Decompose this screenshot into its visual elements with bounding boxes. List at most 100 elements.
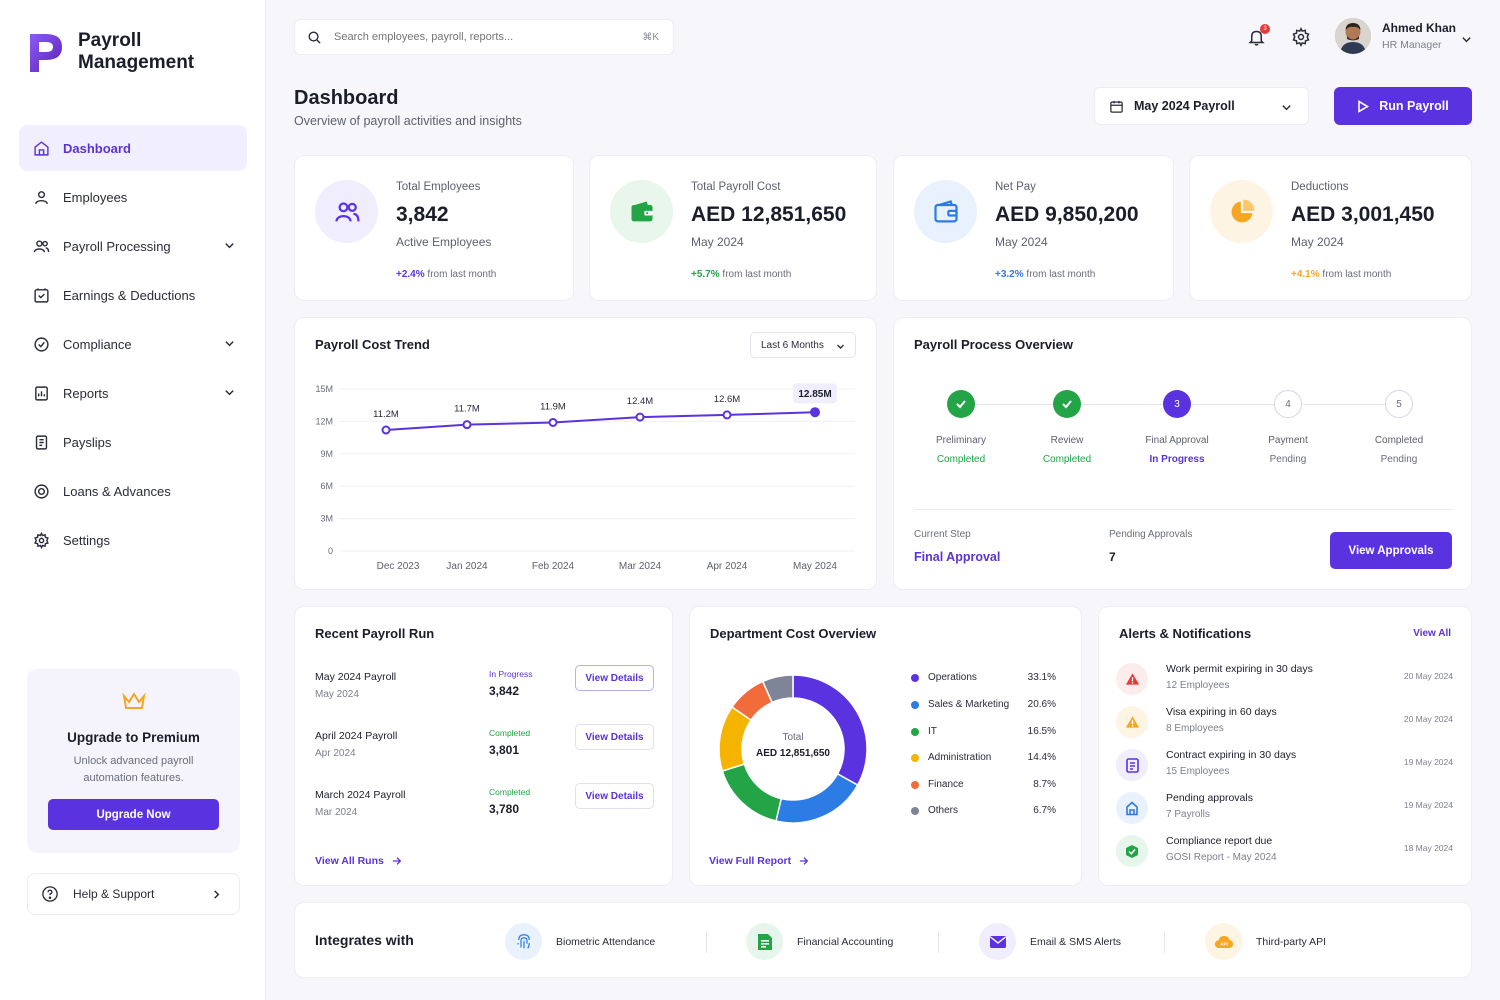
trend-range-select[interactable]: Last 6 Months <box>750 332 856 358</box>
logo-icon <box>30 34 62 72</box>
data-point <box>635 412 645 422</box>
sidebar-item-settings[interactable]: Settings <box>19 517 247 563</box>
sidebar-item-label: Employees <box>63 189 128 205</box>
run-name: April 2024 Payroll <box>315 730 398 742</box>
integrations-title: Integrates with <box>315 932 414 948</box>
help-label: Help & Support <box>73 887 155 901</box>
sidebar-item-loans-advances[interactable]: Loans & Advances <box>19 468 247 514</box>
view-all-runs-link[interactable]: View All Runs <box>315 855 402 867</box>
integration-biometric[interactable]: Biometric Attendance <box>505 923 655 960</box>
process-step-final-approval[interactable]: 3 Final Approval In Progress <box>1122 390 1232 465</box>
step-name: Final Approval <box>1145 435 1209 446</box>
view-approvals-button[interactable]: View Approvals <box>1330 532 1452 569</box>
kpi-net-pay[interactable]: Net Pay AED 9,850,200 May 2024 +3.2% fro… <box>893 155 1174 301</box>
donut-segment[interactable] <box>792 674 868 787</box>
settings-gear-icon[interactable] <box>1291 26 1311 52</box>
x-tick-label: May 2024 <box>793 561 837 572</box>
chevron-right-icon <box>211 889 222 903</box>
donut-segment[interactable] <box>721 763 783 822</box>
chevron-down-icon[interactable] <box>1461 32 1472 50</box>
alert-title: Visa expiring in 60 days <box>1166 706 1277 718</box>
integration-financial-accounting[interactable]: Financial Accounting <box>746 923 893 960</box>
run-date: May 2024 <box>315 689 359 700</box>
alert-item[interactable]: Compliance report due GOSI Report - May … <box>1116 835 1453 869</box>
kpi-total-employees[interactable]: Total Employees 3,842 Active Employees +… <box>294 155 574 301</box>
sidebar-item-earnings-deductions[interactable]: Earnings & Deductions <box>19 272 247 318</box>
warning-icon <box>1116 663 1148 695</box>
alert-item[interactable]: Work permit expiring in 30 days 12 Emplo… <box>1116 663 1453 697</box>
payroll-period-select[interactable]: May 2024 Payroll <box>1094 87 1309 125</box>
run-payroll-label: Run Payroll <box>1379 99 1449 113</box>
card-title: Department Cost Overview <box>710 626 877 641</box>
run-name: May 2024 Payroll <box>315 671 397 683</box>
data-label-bg <box>793 383 837 404</box>
alert-item[interactable]: Visa expiring in 60 days 8 Employees 20 … <box>1116 706 1453 740</box>
calendar-icon <box>1109 99 1124 114</box>
data-label: 12.6M <box>714 394 740 405</box>
chevron-down-icon[interactable] <box>224 337 235 352</box>
chevron-down-icon[interactable] <box>224 386 235 401</box>
sidebar-item-compliance[interactable]: Compliance <box>19 321 247 367</box>
sidebar-item-payroll-processing[interactable]: Payroll Processing <box>19 223 247 269</box>
spreadsheet-icon <box>746 923 783 960</box>
kpi-change: +5.7% from last month <box>691 269 791 280</box>
view-details-button[interactable]: View Details <box>575 724 654 750</box>
kpi-sub: May 2024 <box>995 235 1048 249</box>
sidebar-item-employees[interactable]: Employees <box>19 174 247 220</box>
upgrade-now-button[interactable]: Upgrade Now <box>48 799 219 830</box>
integration-label: Third-party API <box>1256 935 1327 948</box>
step-connector <box>1082 404 1164 405</box>
integration-third-party-api[interactable]: API Third-party API <box>1205 923 1326 960</box>
bell-icon[interactable] <box>1247 27 1266 52</box>
payroll-trend-chart: 15M 12M 9M 6M 3M 0 Dec 2023 Jan 2024 Feb 2024 Mar… <box>315 383 855 572</box>
view-details-button[interactable]: View Details <box>575 783 654 809</box>
pending-approvals-value: 7 <box>1109 550 1116 564</box>
sidebar-item-reports[interactable]: Reports <box>19 370 247 416</box>
run-payroll-button[interactable]: Run Payroll <box>1334 87 1472 125</box>
view-all-link[interactable]: View All <box>1413 628 1451 639</box>
process-step-preliminary[interactable]: Preliminary Completed <box>906 390 1016 465</box>
user-menu[interactable]: Ahmed Khan HR Manager <box>1335 18 1456 54</box>
run-date: Mar 2024 <box>315 807 358 818</box>
process-step-payment[interactable]: 4 Payment Pending <box>1233 390 1343 465</box>
step-name: Preliminary <box>935 435 986 446</box>
sidebar-item-dashboard[interactable]: Dashboard <box>19 125 247 171</box>
search-bar[interactable]: ⌘K <box>294 19 674 55</box>
separator <box>706 931 707 953</box>
data-point <box>462 420 472 430</box>
y-tick-label: 12M <box>315 416 333 426</box>
view-full-report-link[interactable]: View Full Report <box>709 855 809 867</box>
current-step-value: Final Approval <box>914 550 1001 564</box>
donut-segment[interactable] <box>761 674 794 704</box>
kpi-deductions[interactable]: Deductions AED 3,001,450 May 2024 +4.1% … <box>1189 155 1472 301</box>
chevron-down-icon[interactable] <box>224 239 235 254</box>
page-title: Dashboard <box>294 87 399 109</box>
y-tick-label: 9M <box>320 449 333 459</box>
mail-icon <box>979 923 1016 960</box>
kpi-total-payroll-cost[interactable]: Total Payroll Cost AED 12,851,650 May 20… <box>589 155 877 301</box>
run-count: 3,780 <box>489 802 520 816</box>
help-support-button[interactable]: Help & Support <box>27 873 240 915</box>
sidebar-item-payslips[interactable]: Payslips <box>19 419 247 465</box>
app-logo[interactable]: Payroll Management <box>28 30 194 74</box>
integration-email-sms[interactable]: Email & SMS Alerts <box>979 923 1121 960</box>
donut-segment[interactable] <box>775 772 859 824</box>
alert-item[interactable]: Pending approvals 7 Payrolls 19 May 2024 <box>1116 792 1453 826</box>
view-details-button[interactable]: View Details <box>575 665 654 691</box>
svg-text:API: API <box>1220 942 1228 947</box>
recent-payroll-run-card: Recent Payroll Run May 2024 Payroll May … <box>294 606 673 886</box>
search-input[interactable] <box>334 31 614 43</box>
user-name: Ahmed Khan <box>1382 21 1457 35</box>
sidebar-item-label: Earnings & Deductions <box>63 287 196 303</box>
kpi-change-value: +3.2% <box>995 269 1024 280</box>
integrations-card: Integrates with Biometric Attendance Fin… <box>294 902 1472 978</box>
legend-dot <box>911 727 919 736</box>
process-step-completed[interactable]: 5 Completed Pending <box>1344 390 1454 465</box>
process-step-review[interactable]: Review Completed <box>1012 390 1122 465</box>
chevron-down-icon <box>1281 102 1292 116</box>
kpi-change-value: +4.1% <box>1291 269 1320 280</box>
alert-title: Pending approvals <box>1166 792 1253 804</box>
legend-name: Administration <box>928 752 992 763</box>
kpi-label: Total Employees <box>396 181 481 193</box>
alert-item[interactable]: Contract expiring in 30 days 15 Employee… <box>1116 749 1453 783</box>
